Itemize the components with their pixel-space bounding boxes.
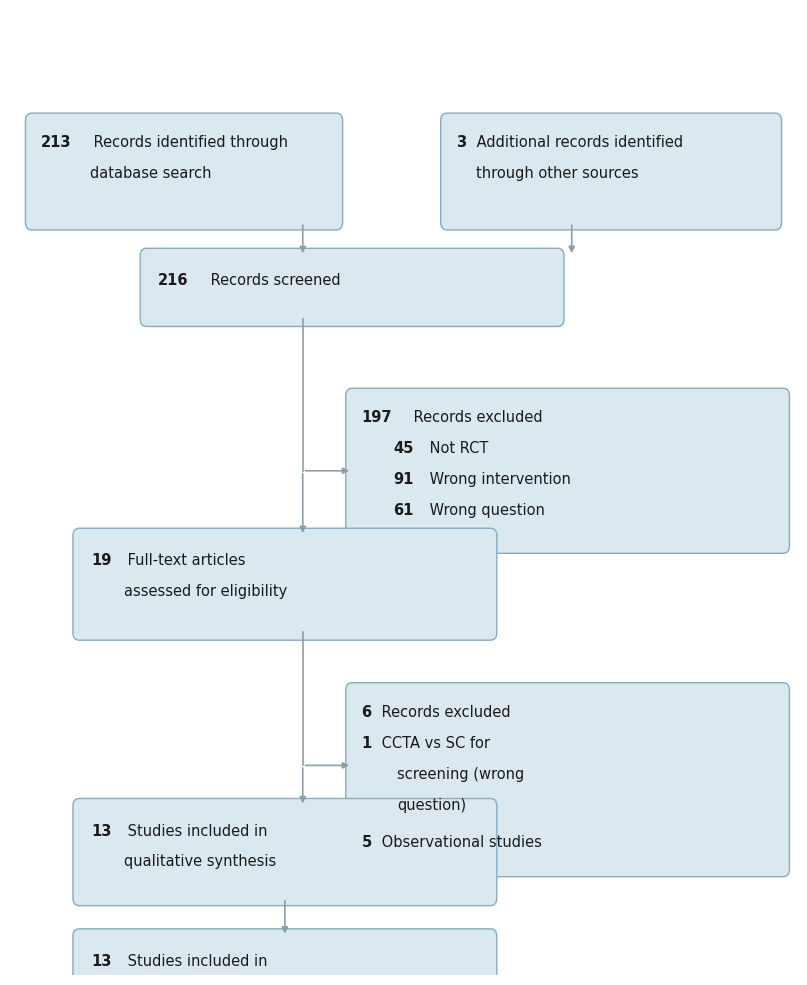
FancyBboxPatch shape <box>73 799 497 905</box>
Text: Records excluded: Records excluded <box>409 411 542 426</box>
Text: Additional records identified: Additional records identified <box>472 135 684 151</box>
FancyBboxPatch shape <box>26 113 343 230</box>
Text: question): question) <box>397 798 466 813</box>
Text: Studies included in: Studies included in <box>123 823 267 838</box>
Text: 5: 5 <box>362 834 372 850</box>
Text: Records screened: Records screened <box>206 274 341 289</box>
FancyBboxPatch shape <box>140 248 564 326</box>
Text: database search: database search <box>90 166 211 181</box>
Text: screening (wrong: screening (wrong <box>397 766 525 782</box>
FancyBboxPatch shape <box>345 388 789 554</box>
FancyBboxPatch shape <box>73 929 497 985</box>
Text: 91: 91 <box>393 472 414 488</box>
FancyBboxPatch shape <box>345 683 789 877</box>
FancyBboxPatch shape <box>441 113 781 230</box>
Text: 213: 213 <box>41 135 72 151</box>
Text: 3: 3 <box>457 135 466 151</box>
Text: through other sources: through other sources <box>476 166 639 181</box>
Text: Records excluded: Records excluded <box>378 705 511 720</box>
Text: 6: 6 <box>362 705 372 720</box>
Text: 61: 61 <box>393 503 414 518</box>
Text: Wrong intervention: Wrong intervention <box>424 472 571 488</box>
Text: 19: 19 <box>91 554 111 568</box>
Text: Records identified through: Records identified through <box>89 135 288 151</box>
Text: Wrong question: Wrong question <box>424 503 545 518</box>
Text: 13: 13 <box>91 953 111 969</box>
Text: Not RCT: Not RCT <box>424 441 488 456</box>
Text: qualitative synthesis: qualitative synthesis <box>124 854 277 870</box>
Text: Full-text articles: Full-text articles <box>123 554 245 568</box>
Text: 1: 1 <box>362 736 372 751</box>
Text: 216: 216 <box>158 274 189 289</box>
Text: assessed for eligibility: assessed for eligibility <box>124 584 287 599</box>
Text: 13: 13 <box>91 823 111 838</box>
Text: CCTA vs SC for: CCTA vs SC for <box>378 736 491 751</box>
Text: 45: 45 <box>393 441 414 456</box>
Text: Observational studies: Observational studies <box>378 834 542 850</box>
Text: 197: 197 <box>362 411 392 426</box>
Text: Studies included in: Studies included in <box>123 953 267 969</box>
FancyBboxPatch shape <box>73 528 497 640</box>
